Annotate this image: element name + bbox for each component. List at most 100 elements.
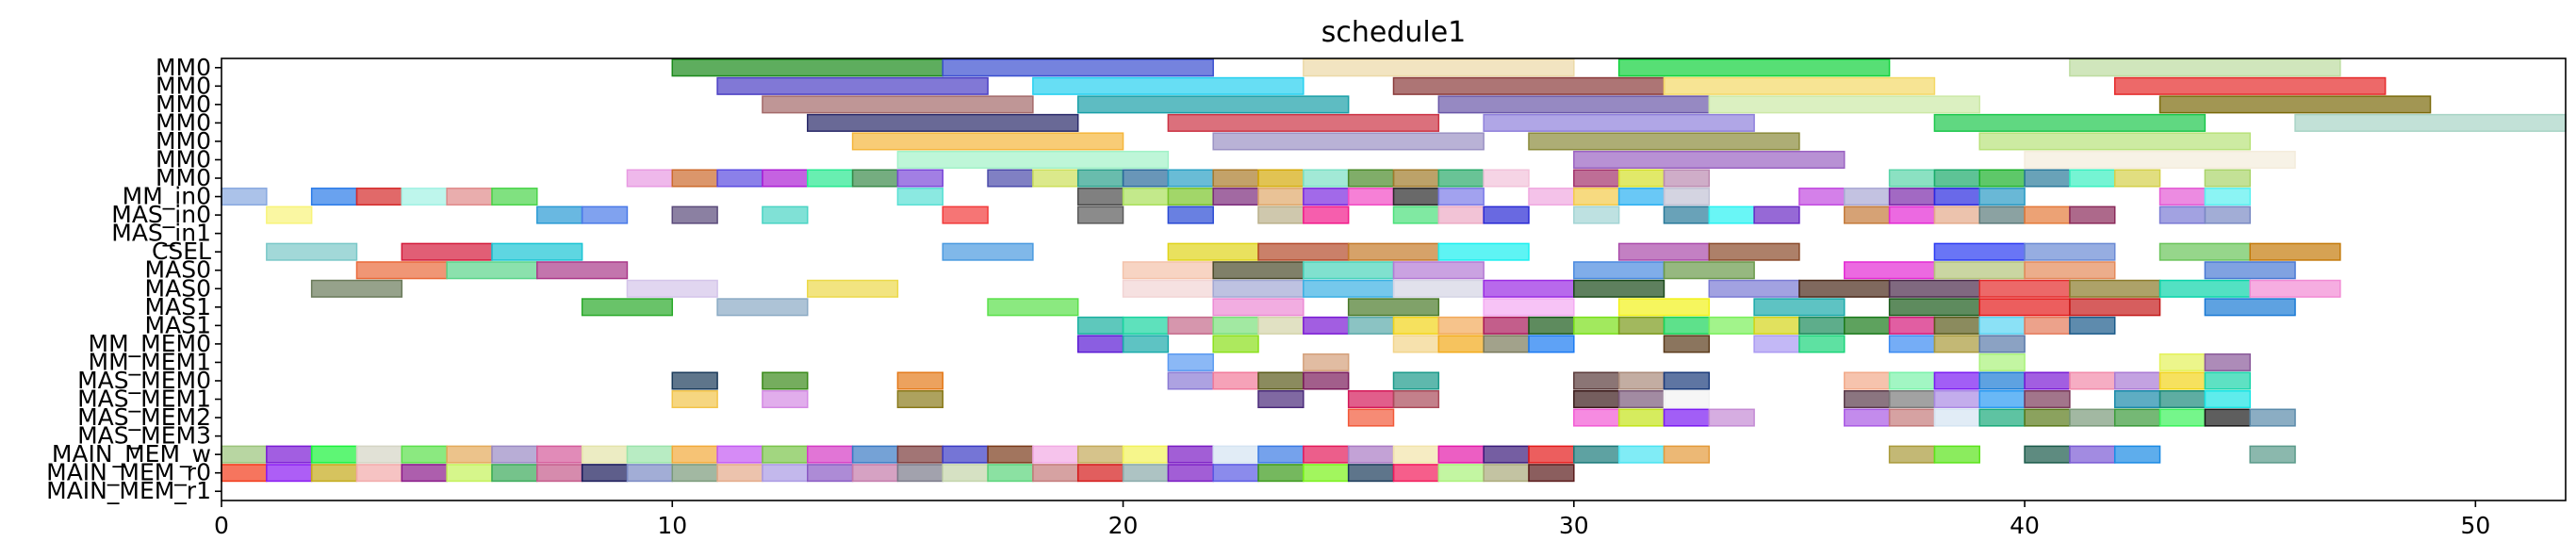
task-bar (1212, 188, 1259, 206)
task-bar (1392, 279, 1485, 298)
y-tick-label: MAS_MEM2 (77, 403, 211, 431)
task-bar (1437, 242, 1530, 261)
task-bar (1392, 316, 1440, 335)
task-bar (851, 464, 899, 483)
task-bar (1933, 205, 1981, 224)
task-bar (1392, 335, 1440, 353)
task-bar (1076, 445, 1124, 464)
task-bar (1212, 335, 1259, 353)
task-bar (1303, 205, 1350, 224)
task-bar (1663, 390, 1711, 409)
task-bar (807, 169, 854, 188)
task-bar (1933, 113, 2207, 132)
task-bar (2249, 408, 2296, 427)
task-bar (1888, 279, 1981, 298)
task-bar (1798, 279, 1891, 298)
y-tick-label: MM0 (156, 54, 211, 81)
task-bar (716, 445, 763, 464)
task-bar (310, 279, 403, 298)
task-bar (1888, 335, 1936, 353)
task-bar (1347, 390, 1395, 409)
task-bar (1663, 169, 1711, 188)
y-tick-label: MAS0 (145, 256, 211, 284)
task-bar (671, 169, 718, 188)
task-bar (1888, 445, 1936, 464)
task-bar (1437, 205, 1485, 224)
task-bar (355, 261, 448, 280)
task-bar (807, 113, 1079, 132)
task-bar (1483, 205, 1530, 224)
task-bar (1032, 76, 1304, 95)
task-bar (2158, 242, 2251, 261)
task-bar (1122, 316, 1170, 335)
task-bar (2113, 371, 2161, 390)
task-bar (491, 464, 538, 483)
task-bar (896, 169, 943, 188)
task-bar (2069, 279, 2161, 298)
task-bar (1122, 261, 1214, 280)
task-bar (1528, 464, 1575, 483)
task-bar (536, 445, 583, 464)
y-tick-label: MAS_MEM1 (77, 386, 211, 413)
task-bar (2204, 298, 2296, 317)
task-bar (1663, 445, 1711, 464)
task-bar (1753, 335, 1800, 353)
task-bar (1888, 316, 1936, 335)
task-bar (1347, 464, 1395, 483)
task-bar (1483, 279, 1575, 298)
task-bar (1617, 371, 1665, 390)
task-bar (1303, 371, 1350, 390)
task-bar (1392, 464, 1440, 483)
task-bar (1212, 464, 1259, 483)
y-tick-label: MM_MEM0 (89, 330, 211, 357)
task-bar (2158, 205, 2207, 224)
task-bar (1437, 335, 1485, 353)
task-bar (1347, 169, 1395, 188)
task-bar (942, 464, 989, 483)
task-bar (1933, 335, 1981, 353)
task-bar (2069, 298, 2161, 317)
task-bar (401, 188, 448, 206)
task-bar (716, 464, 763, 483)
task-bar (1573, 316, 1620, 335)
task-bar (1573, 205, 1620, 224)
y-axis: MM0MM0MM0MM0MM0MM0MM0MM_in0MAS_in0MAS_in… (46, 54, 222, 504)
task-bar (2024, 169, 2071, 188)
task-bar (2024, 408, 2071, 427)
task-bar (1617, 298, 1711, 317)
task-bar (1257, 371, 1304, 390)
task-bar (2024, 261, 2116, 280)
task-bar (851, 445, 899, 464)
task-bar (1978, 371, 2026, 390)
task-bar (1167, 188, 1214, 206)
task-bar (2024, 150, 2296, 169)
task-bar (2158, 371, 2207, 390)
task-bar (1303, 316, 1350, 335)
task-bar (1573, 169, 1620, 188)
task-bar (762, 169, 809, 188)
task-bar (2204, 408, 2251, 427)
task-bar (1708, 242, 1800, 261)
task-bar (1617, 242, 1711, 261)
task-bar (1844, 371, 1891, 390)
chart-title: schedule1 (1321, 16, 1467, 49)
task-bar (1437, 188, 1485, 206)
task-bar (1257, 316, 1304, 335)
task-bar (1617, 188, 1665, 206)
task-bar (1483, 298, 1575, 317)
task-bar (671, 445, 718, 464)
y-tick-label: MAS_in0 (111, 201, 211, 228)
task-bar (1844, 188, 1891, 206)
plot-frame (221, 57, 2567, 501)
task-bar (1528, 132, 1800, 151)
y-tick-label: MM0 (156, 145, 211, 172)
task-bar (1978, 205, 2026, 224)
task-bar (1978, 353, 2026, 371)
task-bar (2249, 279, 2341, 298)
task-bar (896, 150, 1170, 169)
task-bar (1933, 261, 2026, 280)
task-bar (1257, 464, 1304, 483)
task-bar (2204, 205, 2251, 224)
task-bar (446, 188, 493, 206)
task-bar (1483, 445, 1530, 464)
